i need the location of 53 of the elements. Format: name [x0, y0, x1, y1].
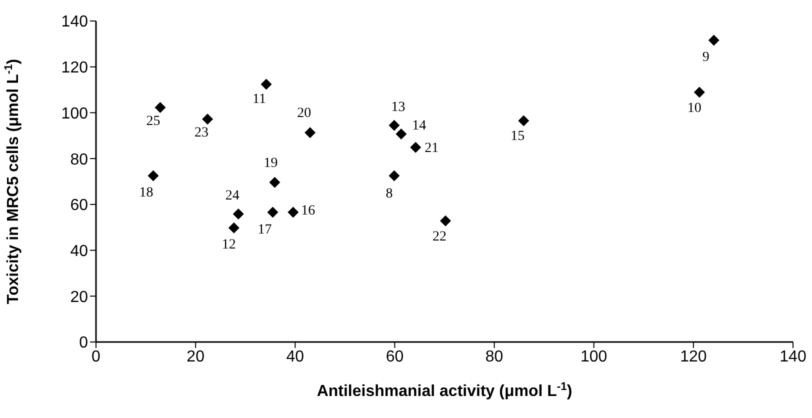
- x-tick-label: 120: [680, 348, 707, 366]
- point: [232, 208, 244, 220]
- point: [410, 142, 422, 153]
- x-tick-label: 80: [485, 348, 504, 366]
- annotation: 18: [139, 185, 154, 200]
- annotation: 17: [258, 222, 272, 238]
- annotation: 15: [510, 129, 525, 144]
- point: [269, 176, 280, 188]
- x-tick-label: 40: [286, 348, 304, 366]
- annotation: 11: [252, 92, 266, 107]
- x-tick-label: 20: [186, 348, 205, 366]
- annotation: 10: [687, 100, 702, 116]
- y-tick-label: 140: [61, 14, 88, 31]
- y-tick-label: 40: [70, 242, 88, 260]
- point: [396, 128, 407, 140]
- point: [388, 120, 400, 131]
- point: [694, 86, 705, 98]
- x-tick-label: 0: [92, 348, 101, 366]
- x-tick-label: 60: [386, 348, 404, 366]
- annotation: 20: [297, 106, 312, 122]
- point: [304, 127, 316, 138]
- annotation: 21: [424, 140, 439, 156]
- annotation: 24: [225, 188, 240, 204]
- annotation: 16: [301, 204, 316, 219]
- annotation: 12: [222, 237, 236, 252]
- point: [440, 215, 451, 226]
- annotation: 8: [386, 186, 393, 202]
- point: [148, 170, 159, 182]
- annotation: 25: [146, 114, 160, 129]
- point: [202, 114, 214, 125]
- annotation: 23: [194, 126, 209, 141]
- y-tick-label: 0: [79, 334, 88, 352]
- x-axis-title: Antileishmanial activity (μmol L$^{-1}$): [316, 381, 572, 400]
- y-tick-label: 60: [70, 197, 88, 214]
- point: [154, 102, 166, 113]
- y-tick-label: 80: [70, 151, 88, 168]
- point: [260, 78, 272, 90]
- x-tick-label: 100: [580, 348, 608, 366]
- point: [518, 115, 530, 126]
- y-tick-label: 120: [61, 60, 88, 77]
- point: [708, 34, 720, 46]
- point: [288, 206, 299, 218]
- annotation: 19: [264, 156, 278, 171]
- point: [388, 170, 400, 182]
- point: [228, 222, 240, 234]
- annotation: 13: [391, 100, 406, 115]
- y-tick-label: 100: [61, 105, 88, 122]
- annotation: 22: [432, 229, 446, 244]
- x-tick-label: 140: [780, 348, 806, 366]
- y-tick-label: 20: [70, 288, 88, 306]
- annotation: 14: [412, 118, 426, 134]
- point: [267, 206, 278, 218]
- annotation: 9: [702, 50, 710, 65]
